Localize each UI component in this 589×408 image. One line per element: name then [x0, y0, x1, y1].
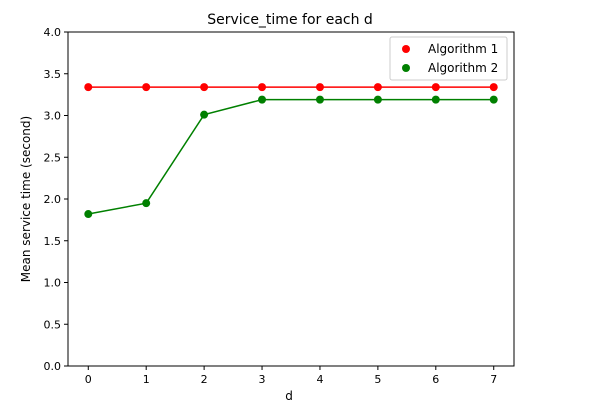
data-point-algorithm-2	[315, 95, 324, 104]
data-point-algorithm-1	[84, 83, 93, 92]
series-layer	[84, 83, 498, 219]
data-point-algorithm-2	[431, 95, 440, 104]
legend: Algorithm 1 Algorithm 2	[389, 36, 508, 81]
data-point-algorithm-2	[84, 210, 93, 219]
ticks-layer: 0 1 2 3 4 5 6 7 0.0 0.5 1.0 1.5 2.0 2.5 3.0 3.5 4.0	[44, 26, 498, 386]
data-point-algorithm-2	[373, 95, 382, 104]
x-tick-label: 7	[490, 373, 497, 386]
legend-label-algorithm-1: Algorithm 1	[428, 42, 498, 56]
data-point-algorithm-2	[200, 110, 209, 119]
x-tick-label: 5	[374, 373, 381, 386]
data-point-algorithm-1	[315, 83, 324, 92]
data-point-algorithm-1	[489, 83, 498, 92]
legend-box	[389, 36, 508, 81]
chart-title: Service_time for each d	[207, 12, 373, 28]
x-tick-label: 1	[143, 373, 150, 386]
y-tick-label: 3.0	[44, 110, 62, 123]
data-point-algorithm-2	[142, 199, 151, 208]
data-point-algorithm-1	[431, 83, 440, 92]
legend-label-algorithm-2: Algorithm 2	[428, 61, 498, 75]
x-tick-label: 4	[316, 373, 323, 386]
y-axis-label: Mean service time (second)	[19, 116, 33, 282]
data-point-algorithm-2	[258, 95, 267, 104]
data-point-algorithm-1	[200, 83, 209, 92]
series-line-algorithm-2	[88, 98, 494, 215]
data-point-algorithm-2	[489, 95, 498, 104]
axes-layer	[67, 31, 515, 367]
x-axis-label: d	[285, 389, 293, 403]
y-tick-label: 0.0	[44, 360, 62, 373]
y-tick-label: 3.5	[44, 68, 62, 81]
y-tick-label: 1.0	[44, 277, 62, 290]
legend-marker-algorithm-2	[402, 64, 410, 72]
x-tick-label: 0	[85, 373, 92, 386]
y-tick-label: 0.5	[44, 318, 62, 331]
x-tick-label: 6	[432, 373, 439, 386]
x-tick-label: 2	[201, 373, 208, 386]
y-tick-label: 1.5	[44, 235, 62, 248]
data-point-algorithm-1	[373, 83, 382, 92]
x-tick-label: 3	[259, 373, 266, 386]
data-point-algorithm-1	[142, 83, 151, 92]
y-tick-label: 2.0	[44, 193, 62, 206]
y-tick-label: 4.0	[44, 26, 62, 39]
data-point-algorithm-1	[258, 83, 267, 92]
legend-marker-algorithm-1	[402, 45, 410, 53]
y-tick-label: 2.5	[44, 151, 62, 164]
plot-frame	[67, 31, 515, 367]
